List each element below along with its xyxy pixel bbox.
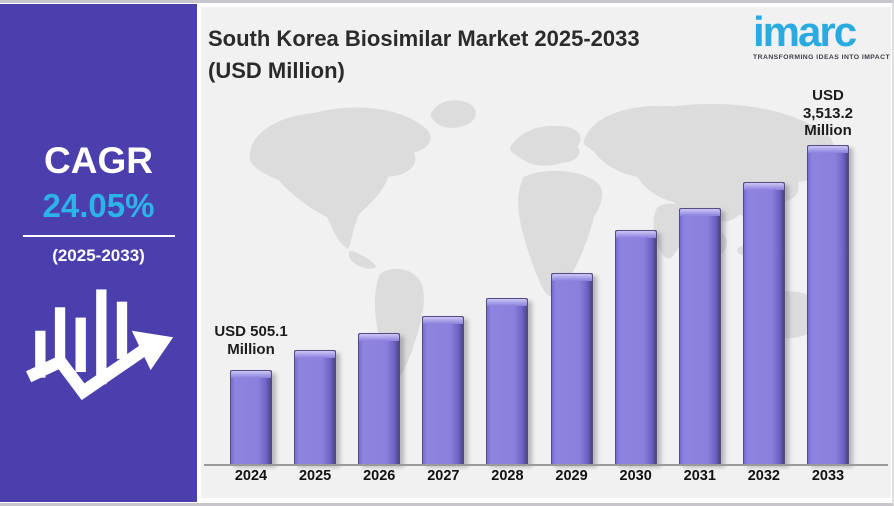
cagr-divider bbox=[22, 235, 175, 237]
bar-2031 bbox=[678, 208, 721, 464]
x-tick-2025: 2025 bbox=[298, 468, 332, 484]
bar-2030 bbox=[614, 230, 657, 464]
annotation-2033-line3: Million bbox=[804, 122, 852, 139]
x-tick-2031: 2031 bbox=[683, 468, 716, 484]
x-tick-2033: 2033 bbox=[811, 468, 845, 484]
imarc-logo-text: imarc bbox=[753, 8, 857, 55]
annotation-2024-line1: USD 505.1 bbox=[214, 323, 288, 340]
bar-2024 bbox=[230, 370, 272, 464]
x-tick-2028: 2028 bbox=[491, 468, 524, 484]
imarc-logo-tagline: TRANSFORMING IDEAS INTO IMPACT bbox=[753, 54, 891, 61]
chart-panel: South Korea Biosimilar Market 2025-2033 … bbox=[201, 7, 891, 498]
imarc-logo: imarc TRANSFORMING IDEAS INTO IMPACT bbox=[753, 8, 891, 62]
chart-title-line2: (USD Million) bbox=[208, 58, 345, 83]
bar-2032 bbox=[742, 182, 785, 464]
x-tick-2029: 2029 bbox=[555, 468, 588, 484]
annotation-2033-line1: USD bbox=[812, 87, 844, 104]
cagr-label: CAGR bbox=[44, 140, 153, 181]
cagr-sidebar: CAGR 24.05% (2025-2033) bbox=[0, 4, 197, 502]
cagr-value: 24.05% bbox=[42, 187, 155, 224]
annotation-2033: USD 3,513.2 Million bbox=[783, 87, 873, 140]
annotation-2024: USD 505.1 Million bbox=[206, 323, 296, 358]
chart-title: South Korea Biosimilar Market 2025-2033 … bbox=[208, 23, 788, 87]
x-tick-2032: 2032 bbox=[747, 468, 780, 484]
bar-2025 bbox=[294, 350, 337, 464]
annotation-2033-line2: 3,513.2 bbox=[802, 104, 854, 122]
bar-2028 bbox=[486, 298, 529, 464]
bar-2026 bbox=[358, 333, 401, 464]
year-row: 2024 2025 2026 2027 2028 2029 2030 2031 2032 2033 bbox=[230, 468, 849, 484]
x-axis-line bbox=[204, 464, 888, 466]
x-tick-2030: 2030 bbox=[619, 468, 652, 484]
cagr-period: (2025-2033) bbox=[52, 246, 145, 265]
x-tick-2026: 2026 bbox=[363, 468, 396, 484]
annotation-2024-line2: Million bbox=[227, 340, 275, 358]
bar-2029 bbox=[550, 273, 593, 464]
x-tick-2027: 2027 bbox=[427, 468, 460, 484]
bar-2033 bbox=[806, 145, 849, 464]
bar-2027 bbox=[422, 316, 465, 464]
growth-chart-arrow-icon bbox=[25, 289, 173, 401]
bar-row bbox=[230, 144, 849, 464]
chart-title-line1: South Korea Biosimilar Market 2025-2033 bbox=[208, 26, 640, 51]
x-tick-2024: 2024 bbox=[234, 468, 268, 484]
